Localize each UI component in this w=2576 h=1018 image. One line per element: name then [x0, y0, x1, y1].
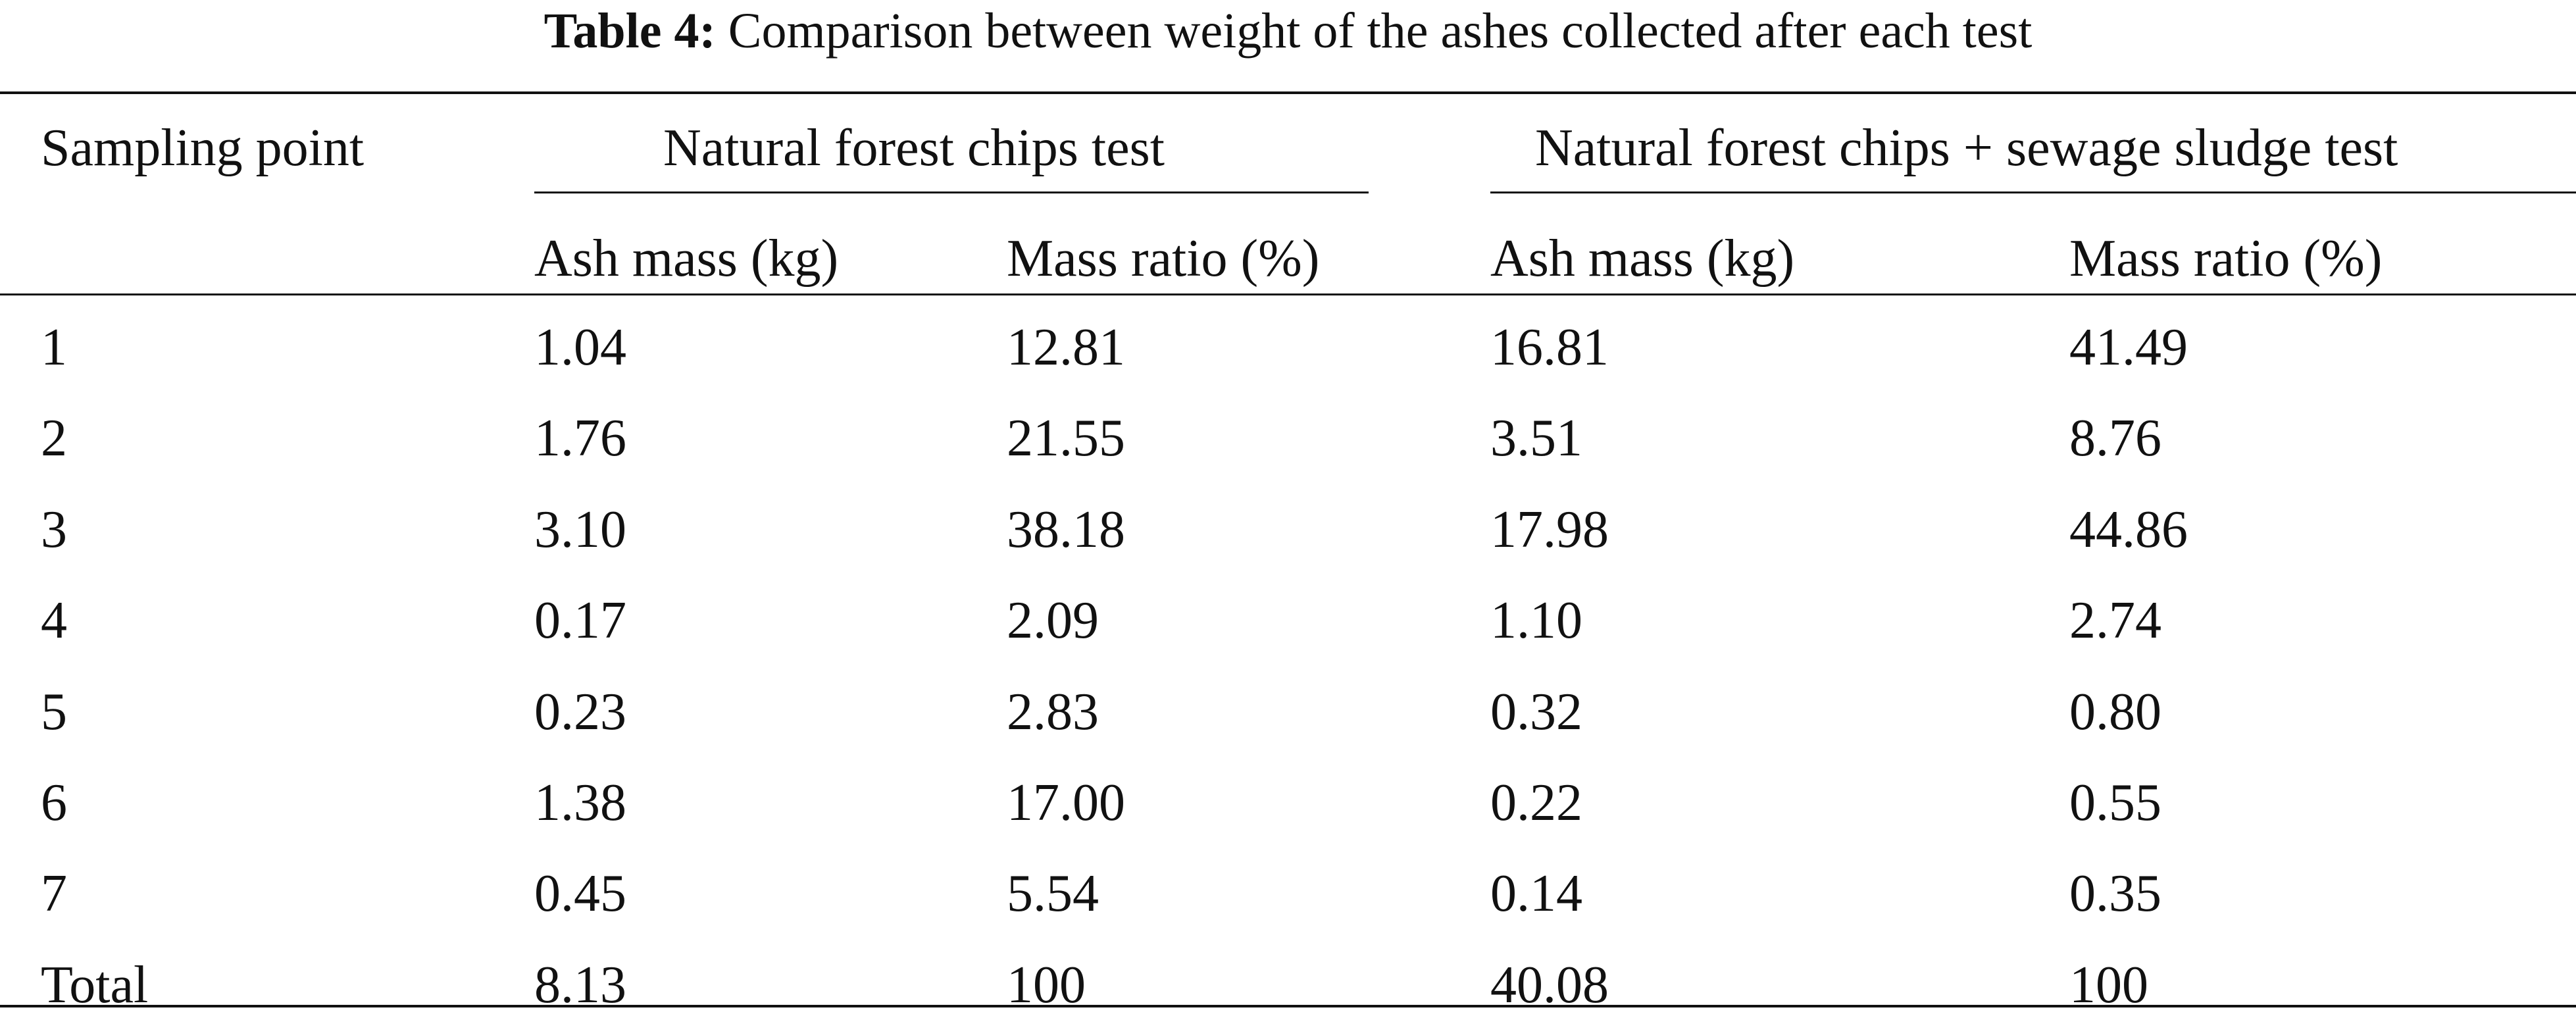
subheader-ash-mass-1: Ash mass (kg) — [534, 230, 839, 288]
cell-mass-ratio-natural: 2.09 — [1007, 592, 1099, 649]
cell-mass-ratio-natural: 17.00 — [1007, 774, 1125, 832]
cell-mass-ratio-sludge: 8.76 — [2069, 409, 2161, 467]
cell-mass-ratio-natural: 38.18 — [1007, 501, 1125, 559]
cell-mass-ratio-natural: 12.81 — [1007, 318, 1125, 376]
group-header-forest-chips-sludge: Natural forest chips + sewage sludge tes… — [1535, 119, 2398, 177]
cell-sampling-point: 5 — [41, 683, 67, 741]
bottom-rule — [0, 1005, 2576, 1007]
subheader-ash-mass-2: Ash mass (kg) — [1490, 230, 1795, 288]
cell-mass-ratio-sludge: 0.35 — [2069, 865, 2161, 923]
table-caption-text: Comparison between weight of the ashes c… — [728, 3, 2033, 59]
cell-mass-ratio-natural: 5.54 — [1007, 865, 1099, 923]
cell-sampling-point: 4 — [41, 592, 67, 649]
cell-sampling-point: 1 — [41, 318, 67, 376]
cell-mass-ratio-sludge: 2.74 — [2069, 592, 2161, 649]
cell-sampling-point: 7 — [41, 865, 67, 923]
cell-mass-ratio-natural: 100 — [1007, 956, 1086, 1014]
cell-mass-ratio-sludge: 100 — [2069, 956, 2148, 1014]
cell-mass-ratio-sludge: 0.80 — [2069, 683, 2161, 741]
cell-ash-mass-sludge: 1.10 — [1490, 592, 1582, 649]
cell-ash-mass-natural: 1.76 — [534, 409, 626, 467]
subheader-mass-ratio-1: Mass ratio (%) — [1007, 230, 1320, 288]
cell-sampling-point: 2 — [41, 409, 67, 467]
table-caption: Table 4: Comparison between weight of th… — [0, 1, 2576, 61]
row-header-sampling-point: Sampling point — [41, 119, 365, 177]
cell-ash-mass-natural: 0.17 — [534, 592, 626, 649]
cell-ash-mass-sludge: 40.08 — [1490, 956, 1609, 1014]
cell-ash-mass-sludge: 17.98 — [1490, 501, 1609, 559]
header-rule — [0, 293, 2576, 295]
cell-mass-ratio-sludge: 44.86 — [2069, 501, 2188, 559]
cell-mass-ratio-natural: 2.83 — [1007, 683, 1099, 741]
cell-mass-ratio-sludge: 0.55 — [2069, 774, 2161, 832]
table-caption-label: Table 4: — [543, 3, 716, 59]
top-rule — [0, 91, 2576, 94]
subheader-mass-ratio-2: Mass ratio (%) — [2069, 230, 2383, 288]
cell-ash-mass-natural: 1.38 — [534, 774, 626, 832]
cell-ash-mass-natural: 0.23 — [534, 683, 626, 741]
cell-ash-mass-sludge: 0.14 — [1490, 865, 1582, 923]
group-header-natural-forest-chips: Natural forest chips test — [663, 119, 1165, 177]
cell-ash-mass-sludge: 3.51 — [1490, 409, 1582, 467]
cell-ash-mass-natural: 1.04 — [534, 318, 626, 376]
cell-ash-mass-natural: 3.10 — [534, 501, 626, 559]
cell-sampling-point: Total — [41, 956, 149, 1014]
cell-sampling-point: 3 — [41, 501, 67, 559]
cell-sampling-point: 6 — [41, 774, 67, 832]
group-rule-forest-chips-sludge — [1490, 191, 2576, 193]
group-rule-natural-forest-chips — [534, 191, 1369, 193]
cell-ash-mass-natural: 8.13 — [534, 956, 626, 1014]
cell-mass-ratio-sludge: 41.49 — [2069, 318, 2188, 376]
cell-ash-mass-sludge: 16.81 — [1490, 318, 1609, 376]
cell-mass-ratio-natural: 21.55 — [1007, 409, 1125, 467]
cell-ash-mass-sludge: 0.32 — [1490, 683, 1582, 741]
cell-ash-mass-sludge: 0.22 — [1490, 774, 1582, 832]
cell-ash-mass-natural: 0.45 — [534, 865, 626, 923]
